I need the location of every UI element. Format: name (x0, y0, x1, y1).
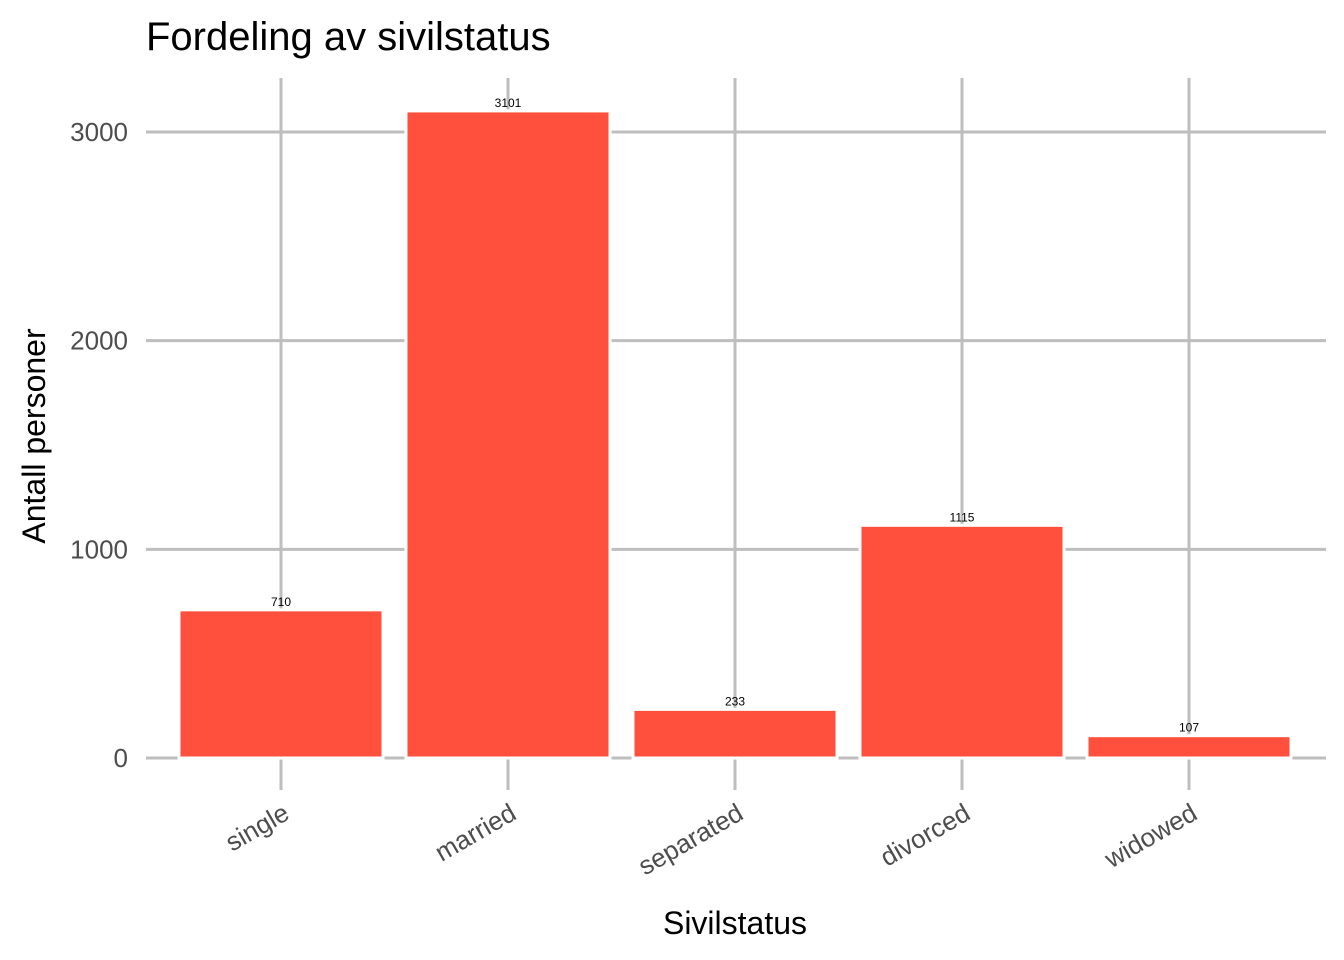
bar-divorced (858, 523, 1066, 760)
x-axis-ticks: single married separated divorced widowed (220, 797, 1202, 881)
x-tick-label-separated: separated (633, 797, 748, 881)
data-label-divorced: 1115 (950, 510, 975, 524)
x-tick-label-married: married (430, 797, 521, 867)
data-label-single: 710 (271, 595, 291, 609)
data-label-married: 3101 (495, 96, 522, 110)
bar-widowed (1085, 734, 1293, 760)
bar-single (177, 608, 385, 760)
data-labels: 710 3101 233 1115 107 (271, 96, 1199, 735)
bar-separated (631, 707, 839, 760)
data-label-separated: 233 (725, 694, 745, 708)
y-axis-title: Antall personer (16, 328, 52, 544)
y-tick-label-3000: 3000 (70, 117, 128, 147)
bars (177, 109, 1293, 760)
chart-title: Fordeling av sivilstatus (146, 15, 551, 59)
x-tick-label-single: single (220, 797, 294, 857)
bar-married (404, 109, 612, 760)
x-tick-label-widowed: widowed (1099, 797, 1202, 874)
x-tick-label-divorced: divorced (875, 797, 975, 872)
y-tick-label-1000: 1000 (70, 534, 128, 564)
y-axis-ticks: 0 1000 2000 3000 (70, 117, 128, 773)
y-tick-label-2000: 2000 (70, 326, 128, 356)
x-axis-title: Sivilstatus (663, 905, 807, 941)
y-tick-label-0: 0 (114, 743, 128, 773)
data-label-widowed: 107 (1179, 721, 1199, 735)
